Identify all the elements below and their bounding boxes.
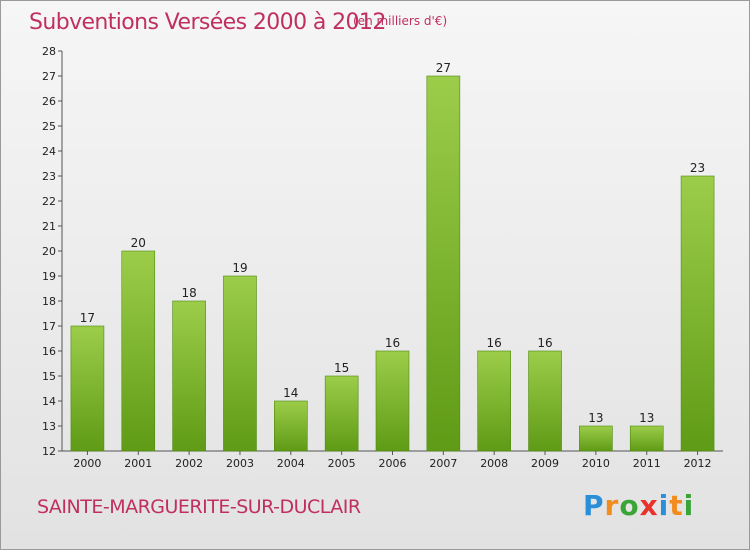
bar-2011 — [629, 425, 664, 452]
x-tick-label-2005: 2005 — [328, 457, 356, 470]
data-label-2003: 19 — [232, 261, 247, 275]
data-label-2005: 15 — [334, 361, 349, 375]
bar-2006 — [375, 350, 410, 452]
bar-2012 — [680, 175, 715, 452]
x-tick-label-2001: 2001 — [124, 457, 152, 470]
y-tick-label: 16 — [42, 345, 56, 358]
logo-letter: i — [683, 489, 695, 522]
plot-area: 12 13 14 15 16 17 18 19 20 21 22 23 24 25 26 27 28 17 2000… — [42, 45, 723, 470]
bar-2002 — [172, 300, 206, 452]
y-tick-label: 24 — [42, 145, 56, 158]
bar-2009 — [528, 350, 562, 452]
y-tick-label: 23 — [42, 170, 56, 183]
bar-2004 — [274, 400, 308, 452]
y-tick-label: 26 — [42, 95, 56, 108]
y-tick-label: 20 — [42, 245, 56, 258]
x-tick-label-2012: 2012 — [684, 457, 712, 470]
x-tick-label-2002: 2002 — [175, 457, 203, 470]
y-tick-label: 13 — [42, 420, 56, 433]
logo-letter: o — [619, 489, 640, 522]
data-label-2002: 18 — [181, 286, 196, 300]
y-tick-label: 22 — [42, 195, 56, 208]
logo-letter: x — [639, 489, 659, 522]
bar-2007 — [426, 75, 461, 452]
data-label-2010: 13 — [588, 411, 603, 425]
bar-2001 — [121, 250, 156, 452]
data-label-2012: 23 — [690, 161, 705, 175]
x-tick-label-2004: 2004 — [277, 457, 305, 470]
data-label-2001: 20 — [131, 236, 146, 250]
y-tick-label: 19 — [42, 270, 56, 283]
y-tick-label: 15 — [42, 370, 56, 383]
y-tick-label: 28 — [42, 45, 56, 58]
data-label-2008: 16 — [487, 336, 502, 350]
logo-letter: P — [583, 489, 605, 522]
x-tick-label-2003: 2003 — [226, 457, 254, 470]
data-label-2009: 16 — [537, 336, 552, 350]
y-tick-label: 21 — [42, 220, 56, 233]
bar-2000 — [70, 325, 105, 452]
data-label-2004: 14 — [283, 386, 298, 400]
y-tick-label: 14 — [42, 395, 56, 408]
chart-title: Subventions Versées 2000 à 2012 — [29, 10, 386, 35]
bar-2005 — [324, 375, 359, 452]
bar-2003 — [223, 275, 257, 452]
unit-note: (en milliers d'€) — [353, 14, 448, 28]
data-label-2006: 16 — [385, 336, 400, 350]
x-tick-label-2011: 2011 — [633, 457, 661, 470]
y-tick-label: 25 — [42, 120, 56, 133]
x-tick-label-2008: 2008 — [480, 457, 508, 470]
y-tick-label: 27 — [42, 70, 56, 83]
data-label-2000: 17 — [80, 311, 95, 325]
bar-2008 — [477, 350, 511, 452]
x-tick-label-2009: 2009 — [531, 457, 559, 470]
commune-name: SAINTE-MARGUERITE-SUR-DUCLAIR — [37, 496, 361, 518]
x-tick-label-2006: 2006 — [379, 457, 407, 470]
x-tick-label-2010: 2010 — [582, 457, 610, 470]
y-tick-label: 18 — [42, 295, 56, 308]
proxiti-logo: Proxiti — [583, 489, 694, 522]
y-tick-label: 12 — [42, 445, 56, 458]
logo-letter: i — [658, 489, 670, 522]
bar-2010 — [579, 425, 613, 452]
logo-letter: t — [669, 489, 684, 522]
data-label-2007: 27 — [436, 61, 451, 75]
logo-letter: r — [604, 489, 620, 522]
x-tick-label-2000: 2000 — [73, 457, 101, 470]
x-tick-label-2007: 2007 — [429, 457, 457, 470]
y-tick-label: 17 — [42, 320, 56, 333]
data-label-2011: 13 — [639, 411, 654, 425]
